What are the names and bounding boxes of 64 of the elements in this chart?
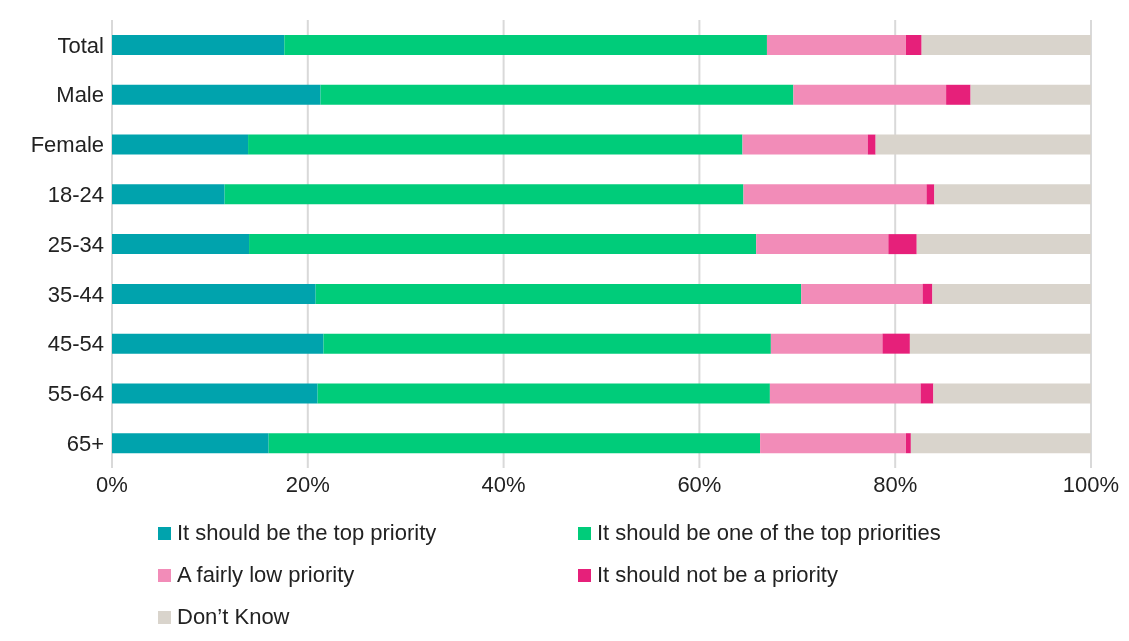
y-tick-label: 55-64 [47,381,104,407]
legend-label: It should be one of the top priorities [597,520,941,546]
bar [756,234,889,255]
bar [323,333,771,354]
bar [910,433,1091,454]
bar [315,283,802,304]
bar [112,35,285,55]
bar [112,134,249,155]
bar [770,333,883,354]
bar [112,433,269,454]
y-tick-label: Female [30,132,104,158]
legend-label: Don’t Know [177,604,290,630]
bar [909,333,1091,354]
bar [112,234,250,255]
bar [793,84,947,105]
bar [112,283,316,304]
bar [743,184,927,205]
bar [888,234,917,255]
x-tick-label: 20% [285,471,330,497]
y-tick-label: 35-44 [47,281,104,307]
bar [284,35,767,55]
bar [248,134,743,155]
bar [922,283,933,304]
bar [112,84,321,105]
x-tick-label: 100% [1062,471,1120,497]
x-tick-label: 80% [873,471,918,497]
bar [946,84,971,105]
bar [882,333,910,354]
y-tick-label: 25-34 [47,231,104,257]
bar [320,84,794,105]
bar [268,433,761,454]
y-tick-label: Total [57,32,104,58]
legend-label: A fairly low priority [177,562,355,588]
x-tick-label: 0% [96,471,128,497]
bar [933,383,1091,404]
bar [112,184,225,205]
bar [112,333,324,354]
bar [760,433,906,454]
bar [867,134,876,155]
bar [970,84,1091,105]
bar [112,383,318,404]
bar [920,383,934,404]
bar [801,283,923,304]
bar [766,35,906,55]
bar [934,184,1091,205]
x-tick-label: 40% [481,471,526,497]
bar [921,35,1091,55]
y-tick-label: 18-24 [47,182,104,208]
bar [932,283,1091,304]
bar [905,35,922,55]
legend-label: It should be the top priority [177,520,437,546]
bar [224,184,744,205]
bar [875,134,1091,155]
bar [249,234,757,255]
bar [916,234,1091,255]
y-tick-label: 45-54 [47,331,104,357]
legend-label: It should not be a priority [597,562,838,588]
y-tick-label: Male [56,82,104,108]
x-tick-label: 60% [677,471,722,497]
bar [742,134,868,155]
bar [317,383,770,404]
bar [905,433,911,454]
bar [769,383,921,404]
y-tick-label: 65+ [66,430,104,456]
